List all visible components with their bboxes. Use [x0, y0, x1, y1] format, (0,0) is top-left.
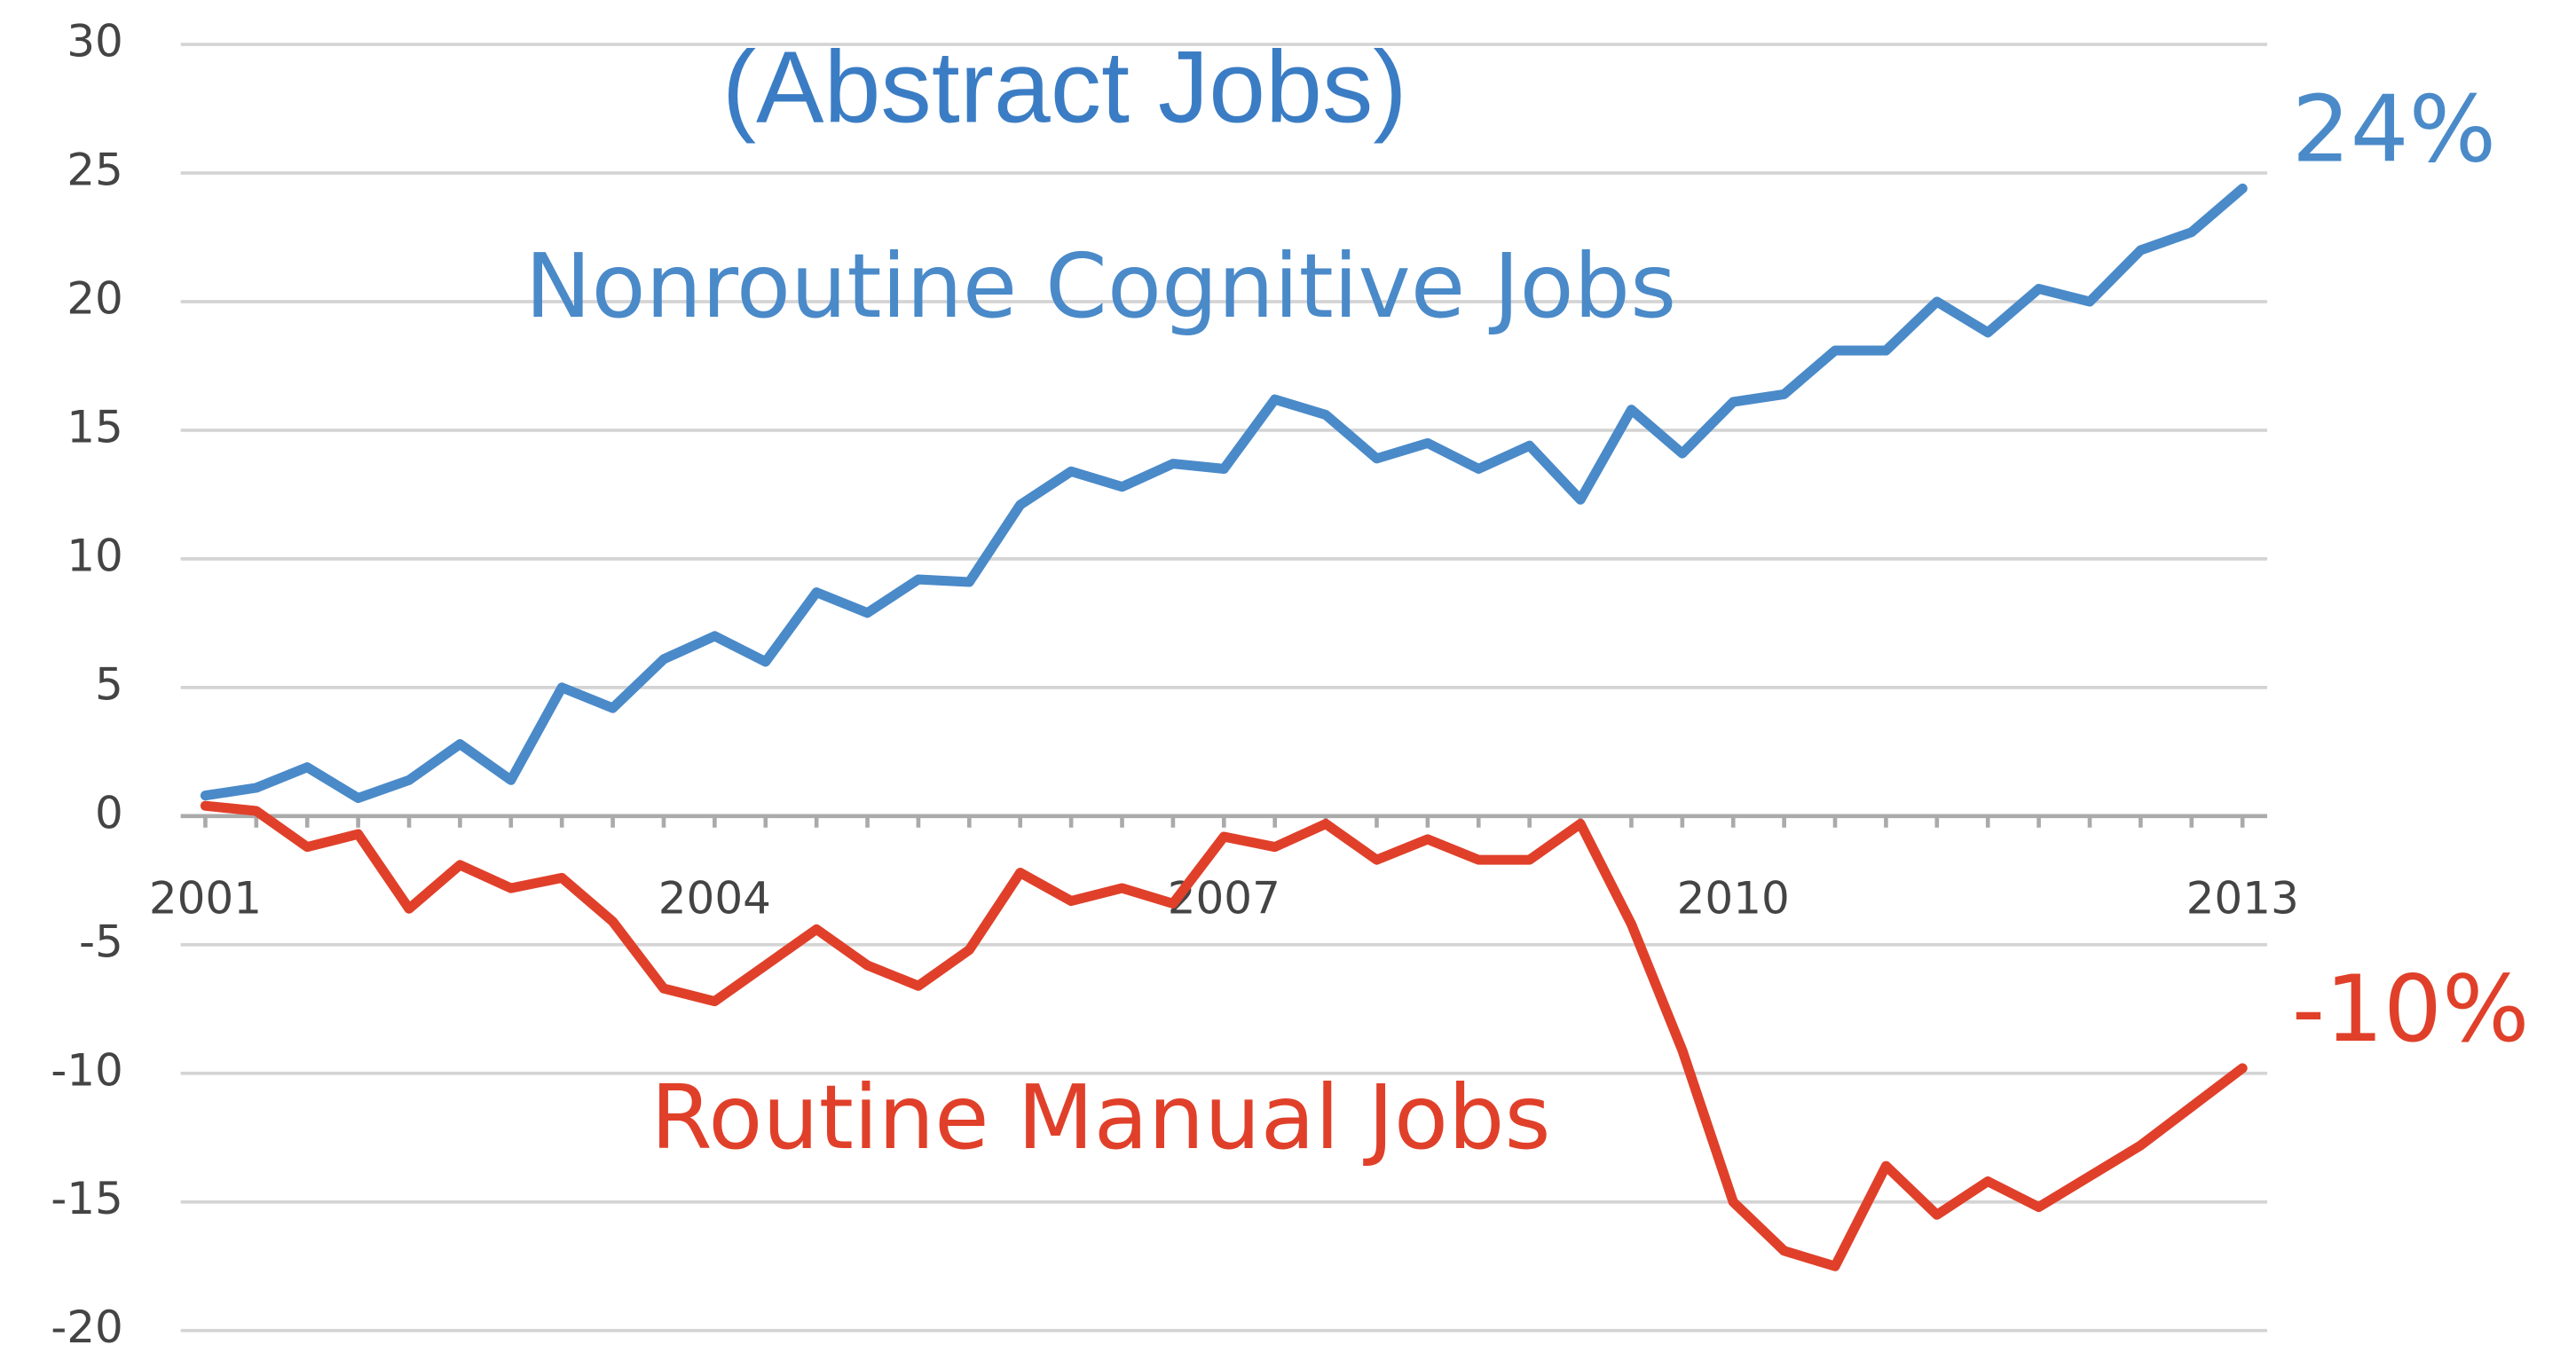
- series-line: [200, 800, 2248, 1271]
- y-tick-label: 20: [67, 272, 123, 324]
- series-label: Routine Manual Jobs: [650, 1066, 1550, 1169]
- y-tick-label: 25: [67, 145, 123, 196]
- end-label: -10%: [2292, 956, 2530, 1063]
- y-tick-label: 15: [67, 401, 123, 452]
- y-tick-label: -15: [51, 1173, 123, 1224]
- y-tick-label: -20: [51, 1302, 123, 1353]
- y-tick-label: 5: [95, 658, 123, 710]
- y-tick-label: 0: [95, 787, 123, 838]
- y-tick-label: -5: [79, 916, 123, 967]
- series-label: Nonroutine Cognitive Jobs: [525, 234, 1677, 338]
- y-tick-label: -10: [51, 1044, 123, 1096]
- x-tick-label: 2004: [658, 873, 771, 924]
- annotation: (Abstract Jobs): [722, 31, 1407, 145]
- y-tick-label: 30: [67, 16, 123, 67]
- end-label: 24%: [2292, 76, 2496, 183]
- y-tick-label: 10: [67, 530, 123, 581]
- x-tick-label: 2010: [1677, 873, 1790, 924]
- x-tick-label: 2013: [2186, 873, 2299, 924]
- series-line: [200, 183, 2248, 804]
- x-tick-label: 2007: [1168, 873, 1280, 924]
- x-tick-label: 2001: [149, 873, 262, 924]
